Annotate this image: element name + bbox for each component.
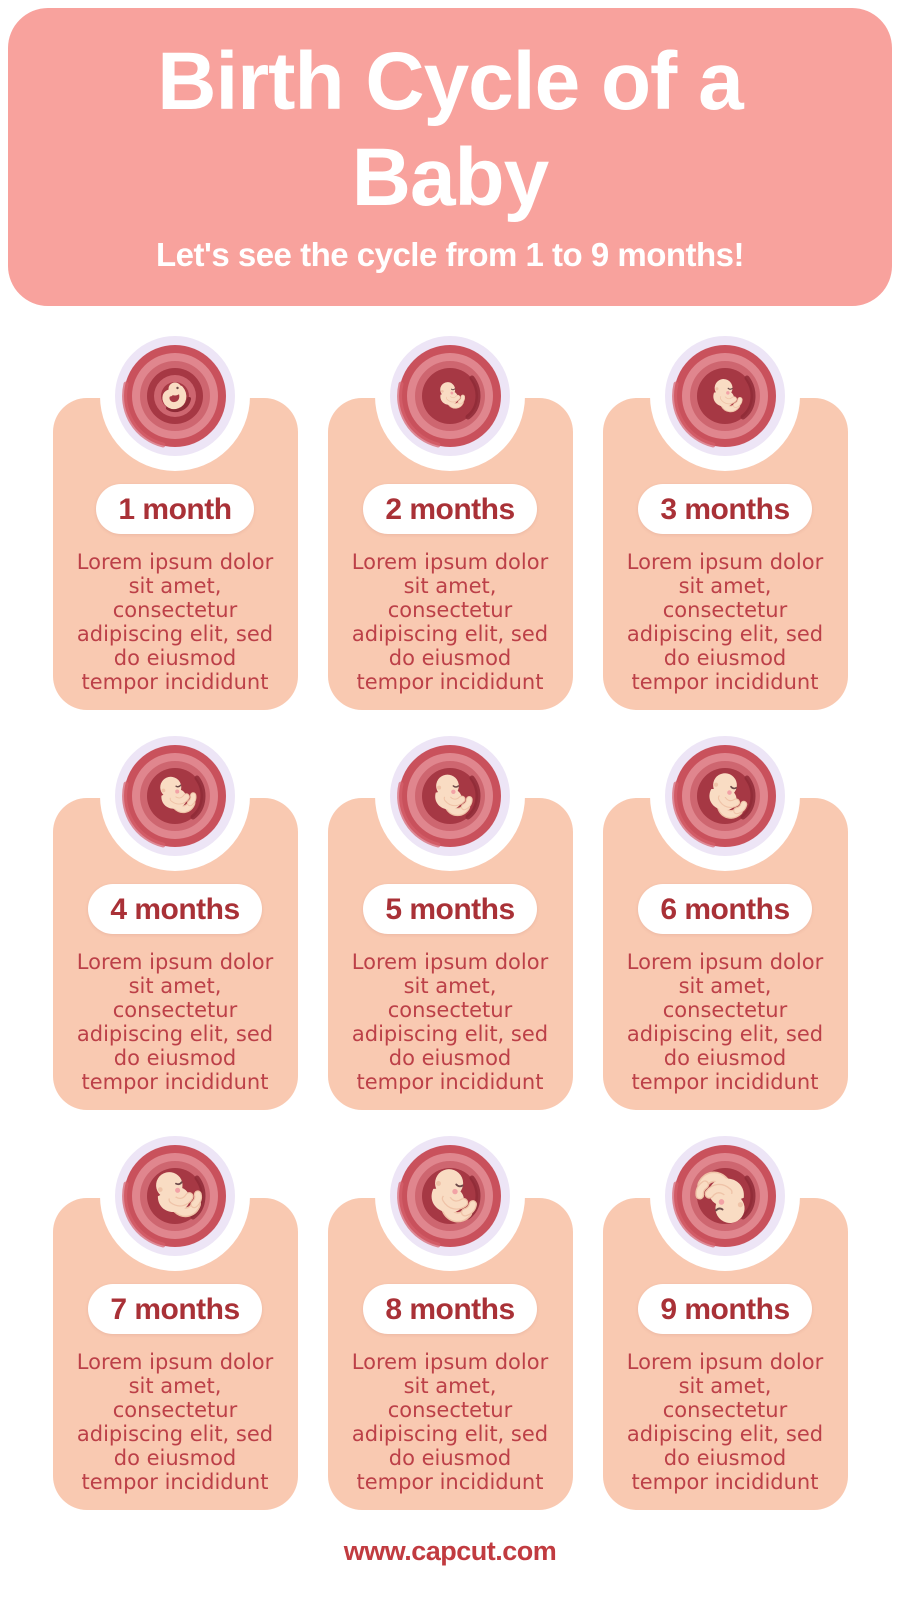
womb-fetus-icon-month-9 [665, 1136, 785, 1256]
card-description: Lorem ipsum dolor sit amet, consectetur … [351, 550, 549, 694]
month-label: 6 months [660, 893, 790, 926]
infographic-page: Birth Cycle of a Baby Let's see the cycl… [0, 8, 900, 1567]
card-description: Lorem ipsum dolor sit amet, consectetur … [351, 950, 549, 1094]
month-label-pill: 1 month [96, 484, 254, 534]
card-description: Lorem ipsum dolor sit amet, consectetur … [76, 950, 274, 1094]
page-title: Birth Cycle of a Baby [157, 36, 743, 223]
month-card-7: 7 months Lorem ipsum dolor sit amet, con… [52, 1121, 298, 1510]
website-text: www.capcut.com [343, 1536, 557, 1566]
womb-fetus-icon-month-7 [115, 1136, 235, 1256]
womb-fetus-icon-month-8 [390, 1136, 510, 1256]
card-description: Lorem ipsum dolor sit amet, consectetur … [351, 1350, 549, 1494]
month-label: 8 months [385, 1293, 515, 1326]
page-subtitle: Let's see the cycle from 1 to 9 months! [155, 235, 745, 273]
month-label-pill: 2 months [363, 484, 537, 534]
header-banner: Birth Cycle of a Baby Let's see the cycl… [8, 8, 892, 306]
cards-grid: 1 month Lorem ipsum dolor sit amet, cons… [0, 321, 900, 1510]
month-label-pill: 5 months [363, 884, 537, 934]
month-card-5: 5 months Lorem ipsum dolor sit amet, con… [327, 721, 573, 1110]
month-card-9: 9 months Lorem ipsum dolor sit amet, con… [602, 1121, 848, 1510]
womb-fetus-icon-month-5 [390, 736, 510, 856]
month-label-pill: 6 months [638, 884, 812, 934]
month-label-pill: 3 months [638, 484, 812, 534]
card-description: Lorem ipsum dolor sit amet, consectetur … [626, 550, 824, 694]
card-description: Lorem ipsum dolor sit amet, consectetur … [76, 550, 274, 694]
month-label: 2 months [385, 493, 515, 526]
month-label: 4 months [110, 893, 240, 926]
month-label: 3 months [660, 493, 790, 526]
month-card-8: 8 months Lorem ipsum dolor sit amet, con… [327, 1121, 573, 1510]
month-card-3: 3 months Lorem ipsum dolor sit amet, con… [602, 321, 848, 710]
card-description: Lorem ipsum dolor sit amet, consectetur … [626, 1350, 824, 1494]
month-label: 5 months [385, 893, 515, 926]
womb-fetus-icon-month-2 [390, 336, 510, 456]
month-label: 7 months [110, 1293, 240, 1326]
month-card-1: 1 month Lorem ipsum dolor sit amet, cons… [52, 321, 298, 710]
month-card-2: 2 months Lorem ipsum dolor sit amet, con… [327, 321, 573, 710]
month-label-pill: 7 months [88, 1284, 262, 1334]
womb-fetus-icon-month-6 [665, 736, 785, 856]
month-label-pill: 9 months [638, 1284, 812, 1334]
month-label: 1 month [118, 493, 232, 526]
womb-embryo-icon-month-1 [115, 336, 235, 456]
month-card-4: 4 months Lorem ipsum dolor sit amet, con… [52, 721, 298, 1110]
card-description: Lorem ipsum dolor sit amet, consectetur … [626, 950, 824, 1094]
card-description: Lorem ipsum dolor sit amet, consectetur … [76, 1350, 274, 1494]
footer: www.capcut.com [0, 1536, 900, 1567]
womb-fetus-icon-month-4 [115, 736, 235, 856]
womb-fetus-icon-month-3 [665, 336, 785, 456]
month-label-pill: 4 months [88, 884, 262, 934]
month-card-6: 6 months Lorem ipsum dolor sit amet, con… [602, 721, 848, 1110]
month-label: 9 months [660, 1293, 790, 1326]
month-label-pill: 8 months [363, 1284, 537, 1334]
